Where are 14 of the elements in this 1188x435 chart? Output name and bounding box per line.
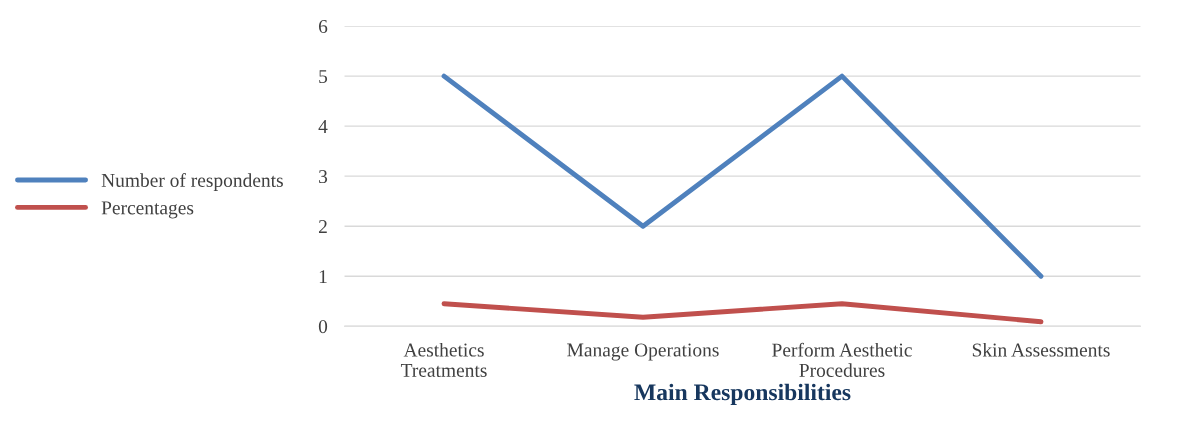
x-tick-label: Skin Assessments: [972, 342, 1110, 357]
x-tick-label: Aesthetics Treatments: [400, 342, 487, 377]
y-tick-label: 5: [319, 70, 328, 84]
legend-label: Percentages: [101, 201, 194, 219]
y-tick-label: 3: [319, 170, 328, 184]
y-tick-label: 6: [318, 19, 328, 34]
x-tick-label: Perform Aesthetic Procedures: [772, 342, 912, 377]
y-tick-label: 4: [318, 120, 328, 133]
legend-label: Number of respondents: [101, 173, 283, 191]
y-tick-label: 2: [318, 220, 327, 233]
x-axis-title: Main Responsibilities: [634, 383, 851, 406]
x-tick-label: Manage Operations: [567, 343, 719, 361]
y-tick-label: 0: [318, 320, 328, 334]
y-tick-label: 1: [319, 270, 327, 283]
